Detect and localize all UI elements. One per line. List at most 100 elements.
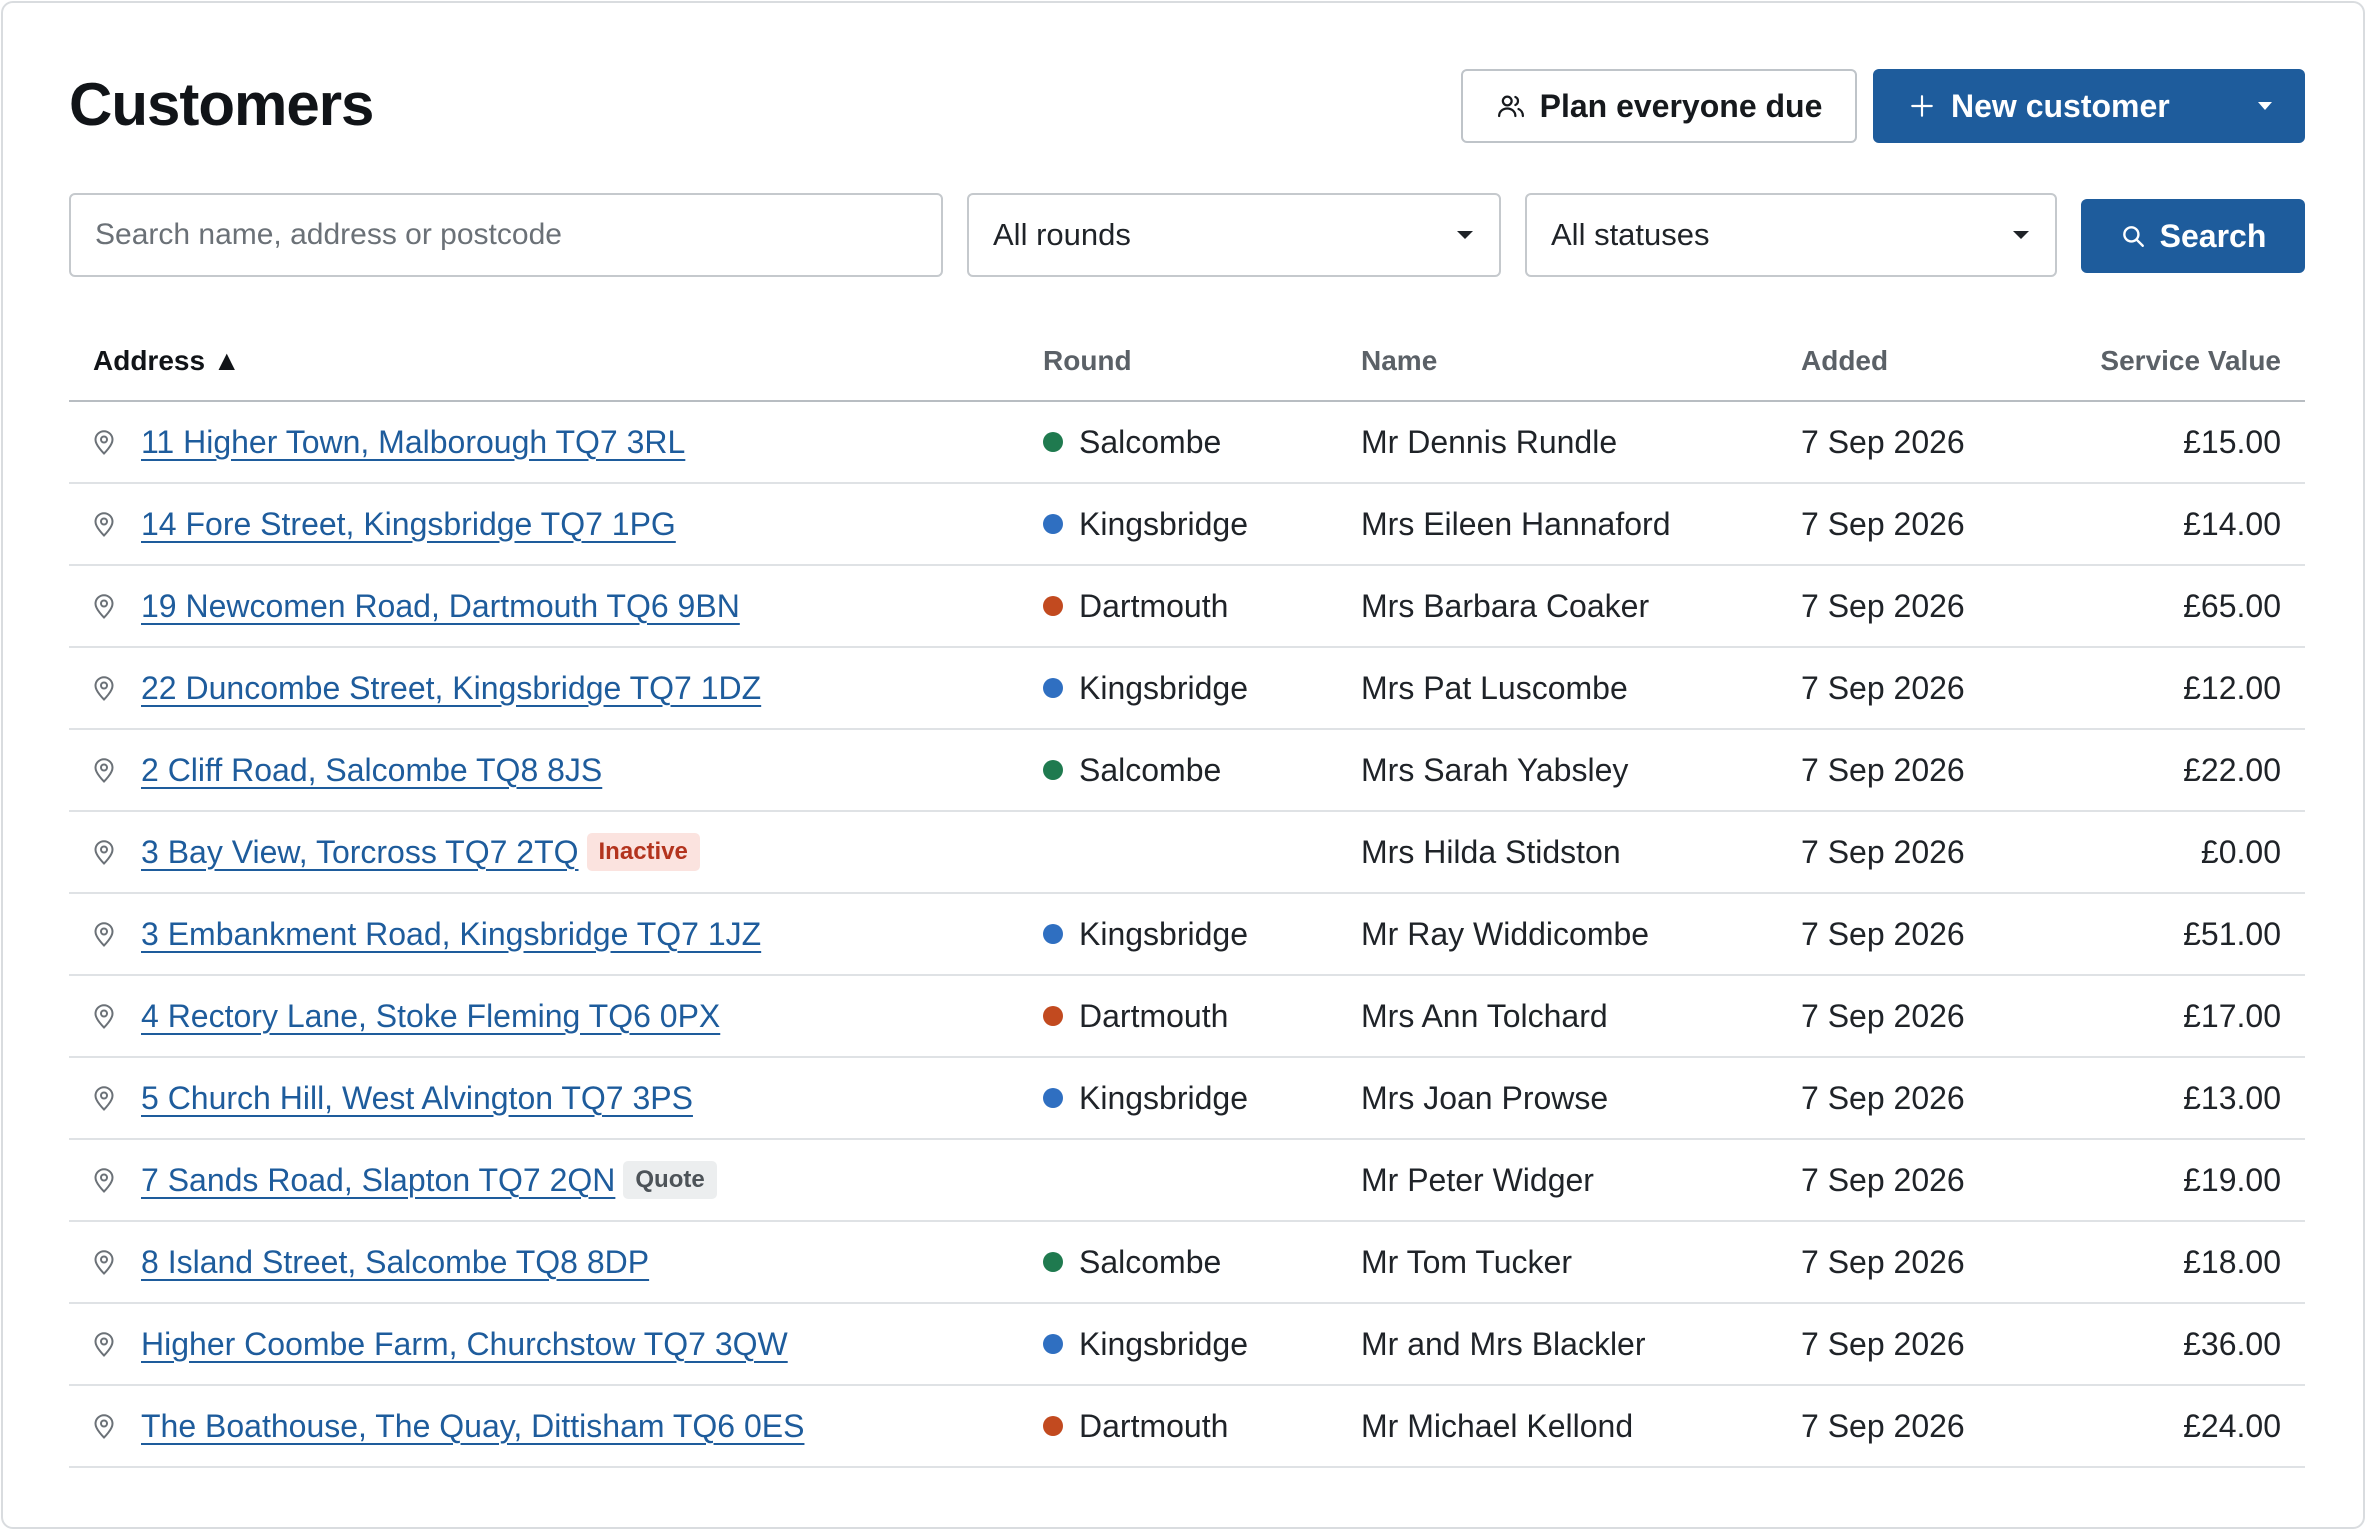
rounds-select[interactable]: All rounds — [967, 193, 1501, 277]
address-cell: 2 Cliff Road, Salcombe TQ8 8JS — [69, 729, 1019, 812]
plan-everyone-due-button[interactable]: Plan everyone due — [1461, 69, 1857, 143]
address-link[interactable]: The Boathouse, The Quay, Dittisham TQ6 0… — [141, 1407, 805, 1444]
map-pin-icon — [94, 1414, 114, 1439]
address-link[interactable]: 8 Island Street, Salcombe TQ8 8DP — [141, 1243, 650, 1280]
name-cell: Mr Tom Tucker — [1337, 1221, 1777, 1304]
address-link[interactable]: 22 Duncombe Street, Kingsbridge TQ7 1DZ — [141, 669, 762, 706]
address-link[interactable]: 2 Cliff Road, Salcombe TQ8 8JS — [141, 751, 603, 788]
name-cell: Mr Michael Kellond — [1337, 1385, 1777, 1468]
map-pin-icon — [94, 1250, 114, 1275]
column-header-address[interactable]: Address ▲ — [69, 321, 1019, 402]
round-cell-content: Kingsbridge — [1043, 670, 1313, 707]
caret-down-icon — [1457, 231, 1473, 239]
address-link[interactable]: 3 Embankment Road, Kingsbridge TQ7 1JZ — [141, 915, 762, 952]
address-link[interactable]: 4 Rectory Lane, Stoke Fleming TQ6 0PX — [141, 997, 721, 1034]
table-row[interactable]: 22 Duncombe Street, Kingsbridge TQ7 1DZ K… — [69, 647, 2305, 730]
address-link[interactable]: 11 Higher Town, Malborough TQ7 3RL — [141, 423, 686, 460]
address-link[interactable]: Higher Coombe Farm, Churchstow TQ7 3QW — [141, 1325, 788, 1362]
table-row[interactable]: 7 Sands Road, Slapton TQ7 2QN Quote Mr Pet… — [69, 1139, 2305, 1222]
table-header: Address ▲ Round Name Added Service Value — [69, 321, 2305, 402]
name-cell: Mr Ray Widdicombe — [1337, 893, 1777, 976]
search-input[interactable] — [69, 193, 943, 277]
table-row[interactable]: 11 Higher Town, Malborough TQ7 3RL Salcom… — [69, 401, 2305, 484]
address-link[interactable]: 14 Fore Street, Kingsbridge TQ7 1PG — [141, 505, 676, 542]
added-cell: 7 Sep 2026 — [1777, 811, 2067, 894]
new-customer-button[interactable]: New customer — [1873, 69, 2305, 143]
service-value-cell: £24.00 — [2067, 1385, 2305, 1468]
map-pin-icon — [94, 1332, 114, 1357]
column-header-name[interactable]: Name — [1337, 321, 1777, 402]
round-label: Dartmouth — [1079, 997, 1229, 1034]
table-row[interactable]: The Boathouse, The Quay, Dittisham TQ6 0… — [69, 1385, 2305, 1468]
table-row[interactable]: 4 Rectory Lane, Stoke Fleming TQ6 0PX Dar… — [69, 975, 2305, 1058]
service-value-cell: £19.00 — [2067, 1139, 2305, 1222]
address-cell: 4 Rectory Lane, Stoke Fleming TQ6 0PX — [69, 975, 1019, 1058]
customers-table: Address ▲ Round Name Added Service Value… — [69, 321, 2305, 1468]
round-cell-content: Dartmouth — [1043, 998, 1313, 1035]
column-header-added[interactable]: Added — [1777, 321, 2067, 402]
address-cell-content: 3 Bay View, Torcross TQ7 2TQ Inactive — [93, 833, 995, 871]
map-pin-icon — [94, 594, 114, 619]
name-cell: Mrs Eileen Hannaford — [1337, 483, 1777, 566]
table-row[interactable]: 5 Church Hill, West Alvington TQ7 3PS Kin… — [69, 1057, 2305, 1140]
service-value-cell: £17.00 — [2067, 975, 2305, 1058]
address-cell-content: 8 Island Street, Salcombe TQ8 8DP — [93, 1244, 995, 1281]
round-cell-content: Salcombe — [1043, 752, 1313, 789]
column-header-round[interactable]: Round — [1019, 321, 1337, 402]
service-value-cell: £51.00 — [2067, 893, 2305, 976]
added-cell: 7 Sep 2026 — [1777, 1303, 2067, 1386]
address-cell: 7 Sands Road, Slapton TQ7 2QN Quote — [69, 1139, 1019, 1222]
address-link[interactable]: 19 Newcomen Road, Dartmouth TQ6 9BN — [141, 587, 740, 624]
round-cell: Kingsbridge — [1019, 647, 1337, 730]
status-badge-inactive: Inactive — [586, 833, 700, 871]
new-customer-main[interactable]: New customer — [1873, 69, 2225, 143]
map-pin-icon — [94, 1004, 114, 1029]
round-color-dot — [1043, 1088, 1063, 1108]
search-button[interactable]: Search — [2081, 199, 2305, 273]
new-customer-dropdown-toggle[interactable] — [2225, 69, 2305, 143]
service-value-cell: £13.00 — [2067, 1057, 2305, 1140]
name-cell: Mrs Joan Prowse — [1337, 1057, 1777, 1140]
round-label: Salcombe — [1079, 751, 1222, 788]
table-row[interactable]: Higher Coombe Farm, Churchstow TQ7 3QW Ki… — [69, 1303, 2305, 1386]
round-cell: Kingsbridge — [1019, 483, 1337, 566]
service-value-cell: £15.00 — [2067, 401, 2305, 484]
table-row[interactable]: 8 Island Street, Salcombe TQ8 8DP Salcomb… — [69, 1221, 2305, 1304]
table-row[interactable]: 19 Newcomen Road, Dartmouth TQ6 9BN Dartm… — [69, 565, 2305, 648]
address-cell-content: The Boathouse, The Quay, Dittisham TQ6 0… — [93, 1408, 995, 1445]
table-row[interactable]: 3 Bay View, Torcross TQ7 2TQ Inactive Mrs … — [69, 811, 2305, 894]
round-label: Kingsbridge — [1079, 1325, 1248, 1362]
address-cell-content: 5 Church Hill, West Alvington TQ7 3PS — [93, 1080, 995, 1117]
address-cell-content: 3 Embankment Road, Kingsbridge TQ7 1JZ — [93, 916, 995, 953]
statuses-select[interactable]: All statuses — [1525, 193, 2057, 277]
map-pin-icon — [94, 676, 114, 701]
round-color-dot — [1043, 1006, 1063, 1026]
round-cell-content: Dartmouth — [1043, 588, 1313, 625]
map-pin-icon — [94, 512, 114, 537]
name-cell: Mr Dennis Rundle — [1337, 401, 1777, 484]
table-row[interactable]: 14 Fore Street, Kingsbridge TQ7 1PG Kings… — [69, 483, 2305, 566]
address-link[interactable]: 5 Church Hill, West Alvington TQ7 3PS — [141, 1079, 693, 1116]
address-link[interactable]: 3 Bay View, Torcross TQ7 2TQ — [141, 833, 579, 870]
search-button-label: Search — [2159, 217, 2267, 254]
page-header: Customers Plan everyone due New customer — [69, 67, 2305, 143]
round-cell: Kingsbridge — [1019, 893, 1337, 976]
round-cell-content: Kingsbridge — [1043, 1326, 1313, 1363]
table-row[interactable]: 3 Embankment Road, Kingsbridge TQ7 1JZ Ki… — [69, 893, 2305, 976]
round-cell: Dartmouth — [1019, 975, 1337, 1058]
column-header-service-value[interactable]: Service Value — [2067, 321, 2305, 402]
table-row[interactable]: 2 Cliff Road, Salcombe TQ8 8JS Salcombe Mr… — [69, 729, 2305, 812]
service-value-cell: £0.00 — [2067, 811, 2305, 894]
name-cell: Mrs Sarah Yabsley — [1337, 729, 1777, 812]
plus-icon — [1911, 95, 1933, 117]
address-cell-content: 7 Sands Road, Slapton TQ7 2QN Quote — [93, 1161, 995, 1199]
address-cell: 3 Bay View, Torcross TQ7 2TQ Inactive — [69, 811, 1019, 894]
table-header-row: Address ▲ Round Name Added Service Value — [69, 321, 2305, 402]
address-link[interactable]: 7 Sands Road, Slapton TQ7 2QN — [141, 1161, 616, 1198]
caret-down-icon — [2013, 231, 2029, 239]
name-cell: Mrs Ann Tolchard — [1337, 975, 1777, 1058]
address-cell: 14 Fore Street, Kingsbridge TQ7 1PG — [69, 483, 1019, 566]
round-cell: Dartmouth — [1019, 565, 1337, 648]
service-value-cell: £14.00 — [2067, 483, 2305, 566]
